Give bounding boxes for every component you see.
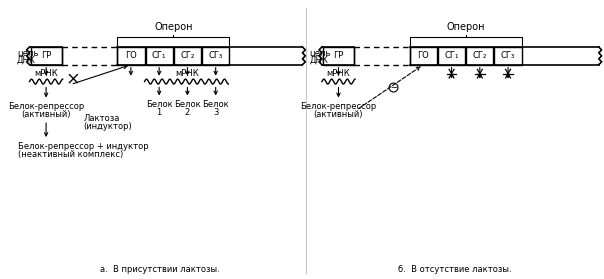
Text: 3: 3: [213, 108, 219, 117]
Text: а.  В присутствии лактозы.: а. В присутствии лактозы.: [100, 265, 220, 274]
Text: мРНК: мРНК: [176, 69, 199, 78]
Text: Белок: Белок: [146, 100, 173, 109]
Text: ГО: ГО: [125, 51, 137, 60]
Text: (индуктор): (индуктор): [83, 122, 132, 131]
Bar: [466, 47, 493, 65]
Text: ГР: ГР: [41, 51, 51, 60]
Text: (неактивный комплекс): (неактивный комплекс): [18, 150, 123, 159]
Bar: [202, 47, 230, 65]
Text: Белок: Белок: [202, 100, 229, 109]
Text: ДНК: ДНК: [309, 56, 328, 65]
Text: мРНК: мРНК: [327, 69, 350, 78]
Text: СГ₃: СГ₃: [501, 51, 515, 60]
Bar: [117, 47, 144, 65]
Bar: [410, 47, 437, 65]
Text: (активный): (активный): [21, 110, 71, 119]
Text: ДНК: ДНК: [17, 56, 36, 65]
Text: СГ₂: СГ₂: [181, 51, 194, 60]
Text: Белок: Белок: [174, 100, 201, 109]
Bar: [323, 47, 354, 65]
Bar: [174, 47, 201, 65]
Text: −: −: [390, 83, 397, 92]
Text: 1: 1: [156, 108, 162, 117]
Text: СГ₂: СГ₂: [473, 51, 487, 60]
Text: 2: 2: [185, 108, 190, 117]
Text: СГ₃: СГ₃: [208, 51, 223, 60]
Text: Белок-репрессор: Белок-репрессор: [8, 102, 84, 111]
Text: цепь: цепь: [309, 49, 330, 58]
Bar: [146, 47, 173, 65]
Text: ГО: ГО: [417, 51, 429, 60]
Text: Белок-репрессор + индуктор: Белок-репрессор + индуктор: [18, 142, 149, 151]
Bar: [31, 47, 62, 65]
Bar: [438, 47, 465, 65]
Text: Оперон: Оперон: [446, 22, 485, 32]
Bar: [495, 47, 522, 65]
Text: мРНК: мРНК: [34, 69, 58, 78]
Text: цепь: цепь: [17, 49, 38, 58]
Text: (активный): (активный): [313, 110, 363, 119]
Text: Белок-репрессор: Белок-репрессор: [300, 102, 377, 111]
Text: Лактоза: Лактоза: [83, 114, 120, 123]
Text: СГ₁: СГ₁: [445, 51, 458, 60]
Text: СГ₁: СГ₁: [152, 51, 166, 60]
Text: ГР: ГР: [333, 51, 344, 60]
Text: Оперон: Оперон: [154, 22, 193, 32]
Text: б.  В отсутствие лактозы.: б. В отсутствие лактозы.: [397, 265, 511, 274]
